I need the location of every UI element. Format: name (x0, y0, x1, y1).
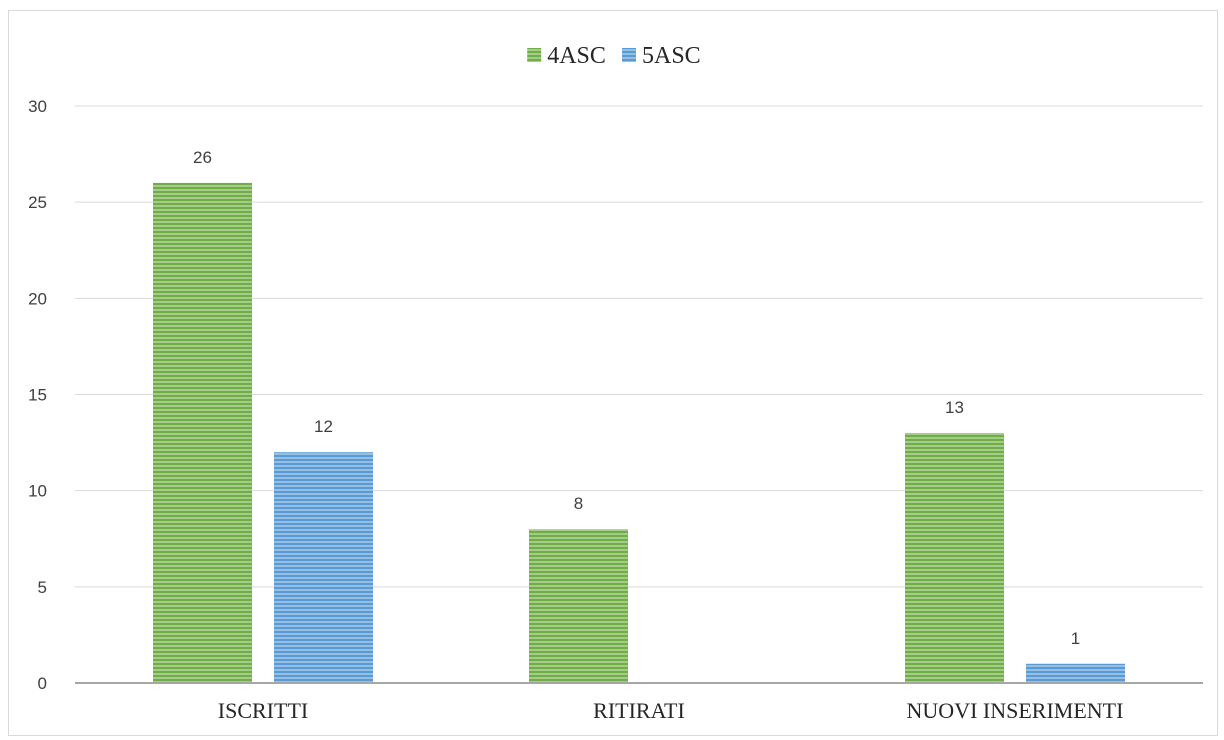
y-tick-label: 30 (28, 97, 47, 116)
data-labels: 26 12 8 13 1 (193, 148, 1080, 648)
category-label: RITIRATI (593, 698, 685, 723)
bar-4ASC-iscritti (153, 182, 252, 683)
y-tick-label: 5 (38, 578, 47, 597)
legend-swatch-4ASC (527, 48, 542, 62)
category-labels: ISCRITTI RITIRATI NUOVI INSERIMENTI (218, 698, 1124, 723)
category-label: ISCRITTI (218, 698, 308, 723)
y-tick-label: 10 (28, 482, 47, 501)
data-label: 13 (945, 398, 964, 417)
chart-frame: 0 5 10 15 20 25 30 26 12 8 13 1 ISCRITTI RITIRATI NU… (8, 10, 1218, 736)
y-tick-label: 25 (28, 193, 47, 212)
data-label: 1 (1071, 629, 1080, 648)
category-label: NUOVI INSERIMENTI (907, 698, 1124, 723)
gridlines (75, 105, 1203, 588)
legend-swatch-5ASC (622, 48, 636, 62)
data-label: 12 (314, 417, 333, 436)
legend: 4ASC 5ASC (527, 43, 701, 69)
y-tick-label: 20 (28, 289, 47, 308)
bars (153, 182, 1125, 683)
bar-5ASC-nuovi-inserimenti (1026, 663, 1125, 683)
data-label: 8 (574, 494, 583, 513)
y-axis-tick-labels: 0 5 10 15 20 25 30 (28, 97, 47, 693)
legend-label-5ASC: 5ASC (642, 43, 701, 69)
legend-label-4ASC: 4ASC (547, 43, 606, 69)
bar-chart: 0 5 10 15 20 25 30 26 12 8 13 1 ISCRITTI RITIRATI NU… (28, 43, 1203, 723)
y-tick-label: 15 (28, 386, 47, 405)
bar-4ASC-ritirati (529, 529, 628, 683)
bar-4ASC-nuovi-inserimenti (905, 432, 1004, 683)
bar-5ASC-iscritti (274, 452, 373, 683)
y-tick-label: 0 (38, 674, 47, 693)
data-label: 26 (193, 148, 212, 167)
